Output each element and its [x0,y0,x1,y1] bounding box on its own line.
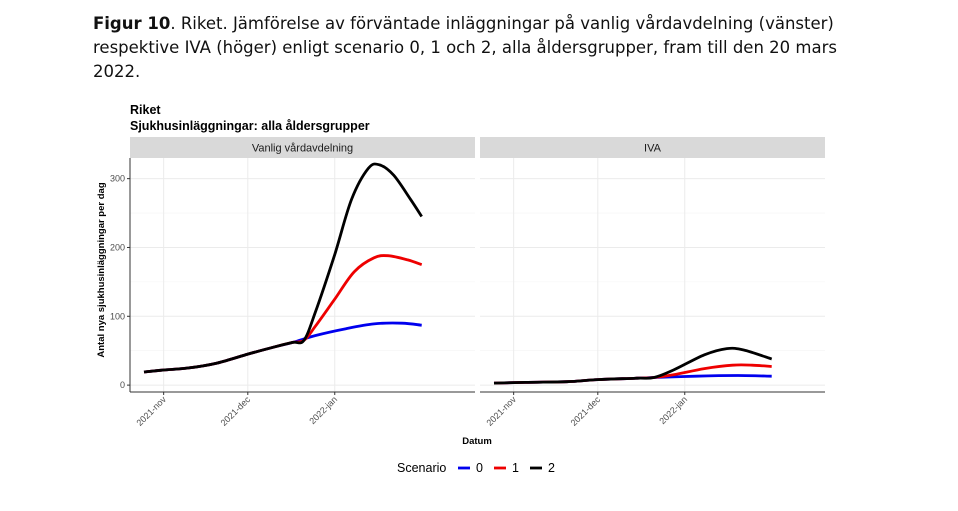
series-line-scenario-1 [493,363,772,385]
x-tick-label: 2022-jan [657,394,689,426]
y-tick-label: 100 [110,311,125,321]
chart-title: Riket [130,103,161,117]
y-tick-label: 300 [110,174,125,184]
x-tick-label: 2022-jan [307,394,339,426]
legend-title: Scenario [397,461,446,475]
legend: Scenario 0 1 2 [397,461,555,475]
series-line-scenario-0 [143,321,422,374]
legend-label-scenario-1: 1 [512,461,519,475]
panels: Vanlig vårdavdelning 0 100 200 300 2021-nov 20… [110,137,825,428]
facet-label: IVA [644,143,662,155]
legend-label-scenario-2: 2 [548,461,555,475]
panel-iva: IVA 2021-nov 2021-dec 2022-jan [480,137,825,428]
x-tick-label: 2021-dec [219,394,253,428]
y-tick-label: 200 [110,242,125,252]
facet-label: Vanlig vårdavdelning [252,143,353,155]
facet-strip [480,137,825,158]
series-line-scenario-2 [143,162,423,374]
y-axis-title: Antal nya sjukhusinläggningar per dag [96,182,107,357]
x-tick-label: 2021-nov [484,394,518,428]
chart-subtitle: Sjukhusinläggningar: alla åldersgrupper [130,119,370,133]
y-tick-label: 0 [120,380,125,390]
figure-label: Figur 10 [93,14,171,33]
x-tick-label: 2021-dec [569,394,603,428]
series-line-scenario-2 [493,346,773,385]
facet-strip [130,137,475,158]
legend-label-scenario-0: 0 [476,461,483,475]
panel-vanlig-vardavdelning: Vanlig vårdavdelning 0 100 200 300 2021-nov 20… [110,137,475,428]
x-tick-label: 2021-nov [134,394,168,428]
figure-caption: Figur 10. Riket. Jämförelse av förväntad… [93,12,853,84]
figure-caption-text: . Riket. Jämförelse av förväntade inlägg… [93,14,837,81]
series-line-scenario-1 [143,254,423,374]
x-axis-title: Datum [462,436,492,447]
